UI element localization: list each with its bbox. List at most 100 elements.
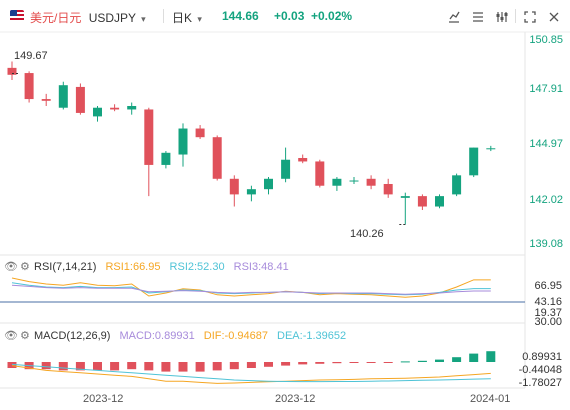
eye-icon[interactable]: 👁︎ [4, 261, 18, 273]
candle-body [195, 128, 205, 138]
macd-value: MACD:0.89931 [119, 330, 195, 342]
chevron-down-icon: ▾ [197, 14, 202, 24]
rsi-axis-label: 30.00 [534, 316, 562, 325]
macd-bar [144, 362, 154, 371]
macd-bar [229, 362, 239, 370]
candle-body [178, 128, 188, 155]
macd-bar [127, 362, 137, 370]
candle-body [315, 161, 325, 186]
dif-line [11, 365, 491, 384]
candle-body [452, 175, 462, 195]
fullscreen-icon[interactable] [521, 8, 539, 26]
macd-axis-label: -0.44048 [518, 364, 562, 376]
rsi-legend: 👁︎ ⚙ RSI(7,14,21) RSI1:66.95 RSI2:52.30 RS… [4, 260, 289, 273]
price-change-pct: +0.02% [311, 9, 353, 23]
rsi1-line [11, 277, 491, 298]
date-axis-label: 2023-12 [83, 393, 124, 405]
high-price-annotation: 149.67 [14, 50, 48, 62]
symbol-code: USDJPY [88, 11, 136, 25]
macd-bar [315, 362, 325, 364]
macd-bar [58, 362, 68, 371]
rsi-title: RSI(7,14,21) [34, 261, 97, 273]
candle-body [161, 152, 171, 165]
candle-body [435, 196, 444, 207]
settings-icon[interactable] [493, 8, 511, 26]
date-axis-label: 2024-01 [470, 393, 511, 405]
macd-bar [298, 362, 308, 365]
macd-bar [400, 361, 410, 363]
eye-icon[interactable]: 👁︎ [4, 330, 18, 342]
price-change: +0.03 [274, 9, 305, 23]
macd-bar [178, 362, 188, 372]
candle-body [366, 178, 376, 186]
dea-value: DEA:-1.39652 [277, 330, 347, 342]
macd-bar [195, 362, 205, 372]
header-divider [515, 9, 516, 23]
close-icon[interactable] [545, 8, 563, 26]
macd-bar [383, 362, 393, 363]
candle-body [383, 183, 393, 195]
rsi2-value: RSI2:52.30 [169, 261, 225, 273]
candle-body [212, 137, 222, 179]
header-divider [163, 9, 164, 23]
candle-body [93, 107, 102, 117]
macd-bar [41, 362, 51, 370]
candle-body [469, 147, 479, 176]
candle-body [264, 178, 273, 190]
macd-bar [246, 362, 256, 368]
candle-body [7, 67, 17, 75]
price-axis-label: 147.91 [529, 83, 563, 95]
macd-bar [281, 362, 291, 366]
candle-body [298, 157, 308, 162]
candle-body [144, 109, 154, 165]
macd-bar [161, 362, 171, 372]
rsi2-line [11, 282, 491, 296]
candle-body [24, 73, 34, 100]
macd-bar [212, 362, 222, 371]
candle-body [281, 159, 291, 179]
dea-line [11, 363, 491, 383]
macd-bar [452, 357, 462, 362]
timeframe-label: 日K [172, 11, 193, 25]
macd-bar [417, 360, 427, 362]
macd-bar [435, 359, 444, 362]
candle-body [400, 196, 410, 198]
compare-icon[interactable] [469, 8, 487, 26]
gear-icon[interactable]: ⚙ [20, 261, 30, 273]
macd-bar [366, 362, 376, 363]
macd-bar [469, 353, 479, 362]
rsi3-line [11, 284, 491, 295]
macd-legend: 👁︎ ⚙ MACD(12,26,9) MACD:0.89931 DIF:-0.946… [4, 329, 346, 342]
chart-draw-icon[interactable] [445, 8, 463, 26]
candle-body [417, 196, 427, 207]
candle-body [41, 99, 51, 101]
chevron-down-icon: ▾ [141, 14, 146, 24]
low-price-annotation: 140.26 [350, 228, 384, 240]
date-axis-label: 2023-12 [275, 393, 316, 405]
macd-bar [264, 362, 273, 367]
macd-title: MACD(12,26,9) [34, 330, 111, 342]
macd-bar [7, 362, 17, 368]
price-axis-label: 150.85 [529, 34, 563, 46]
timeframe-selector[interactable]: 日K ▾ [172, 9, 202, 26]
rsi-axis-label: 43.16 [534, 296, 562, 308]
symbol-cn-name: 美元/日元 [30, 11, 82, 25]
symbol-selector[interactable]: 美元/日元 USDJPY ▾ [30, 9, 146, 26]
rsi1-value: RSI1:66.95 [105, 261, 161, 273]
gear-icon[interactable]: ⚙ [20, 330, 30, 342]
candle-body [486, 148, 496, 150]
macd-axis-label: -1.78027 [518, 377, 562, 389]
candle-body [332, 178, 342, 186]
rsi-axis-label: 66.95 [534, 280, 562, 292]
macd-bar [93, 362, 102, 371]
rsi-axis-label: 19.37 [534, 307, 562, 319]
candle-body [246, 189, 256, 195]
candle-body [349, 180, 359, 182]
chart-header: 美元/日元 USDJPY ▾ 日K ▾ 144.66 +0.03 +0.02% [0, 0, 570, 32]
candle-body [110, 107, 120, 110]
price-axis-label: 142.02 [529, 194, 563, 206]
candle-body [127, 105, 137, 110]
candle-body [58, 85, 68, 108]
price-axis-label: 139.08 [529, 238, 563, 250]
